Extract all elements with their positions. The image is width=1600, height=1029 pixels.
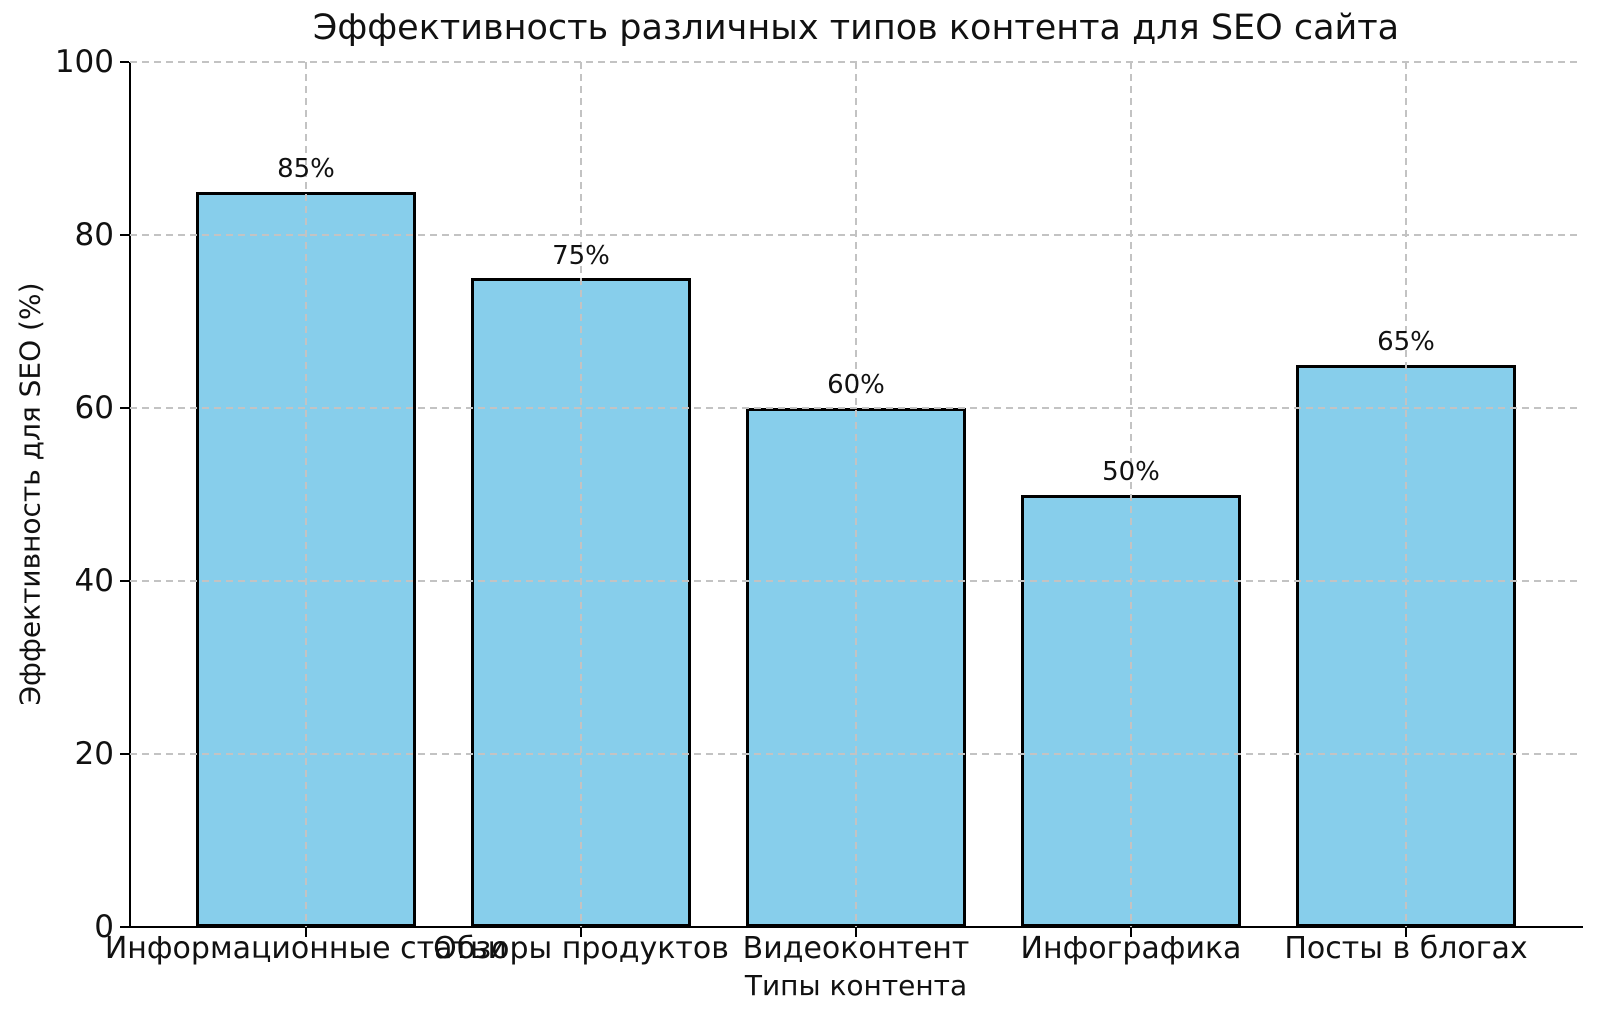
y-tick-label: 60 [74,390,114,426]
y-tick-mark [120,580,129,582]
bar-value-label: 65% [1377,327,1435,358]
bar-value-label: 60% [827,370,885,401]
y-tick-label: 40 [74,563,114,599]
y-tick-mark [120,234,129,236]
chart-title: Эффективность различных типов контента д… [312,8,1400,48]
y-axis-label: Эффективность для SEO (%) [13,282,47,706]
y-tick-label: 0 [94,909,114,945]
x-axis-label: Типы контента [744,969,968,1002]
y-tick-mark [120,926,129,928]
x-tick-label: Видеоконтент [742,931,970,966]
v-gridline [1130,62,1132,927]
y-tick-mark [120,61,129,63]
y-tick-mark [120,753,129,755]
x-tick-label: Посты в блогах [1284,931,1528,966]
y-axis-spine [129,62,131,928]
v-gridline [1405,62,1407,927]
y-tick-label: 80 [74,217,114,253]
y-tick-label: 100 [54,44,114,80]
x-axis-spine [129,926,1583,928]
bar-value-label: 75% [552,240,610,271]
x-tick-label: Обзоры продуктов [433,931,729,966]
y-tick-label: 20 [74,736,114,772]
v-gridline [305,62,307,927]
x-tick-mark [1130,928,1132,937]
bar-value-label: 50% [1102,456,1160,487]
v-gridline [580,62,582,927]
x-tick-mark [855,928,857,937]
x-tick-mark [1405,928,1407,937]
x-tick-mark [305,928,307,937]
y-tick-mark [120,407,129,409]
x-tick-mark [580,928,582,937]
bar-value-label: 85% [277,154,335,185]
v-gridline [855,62,857,927]
x-tick-label: Информационные статьи [104,931,508,966]
x-tick-label: Инфографика [1020,931,1242,966]
